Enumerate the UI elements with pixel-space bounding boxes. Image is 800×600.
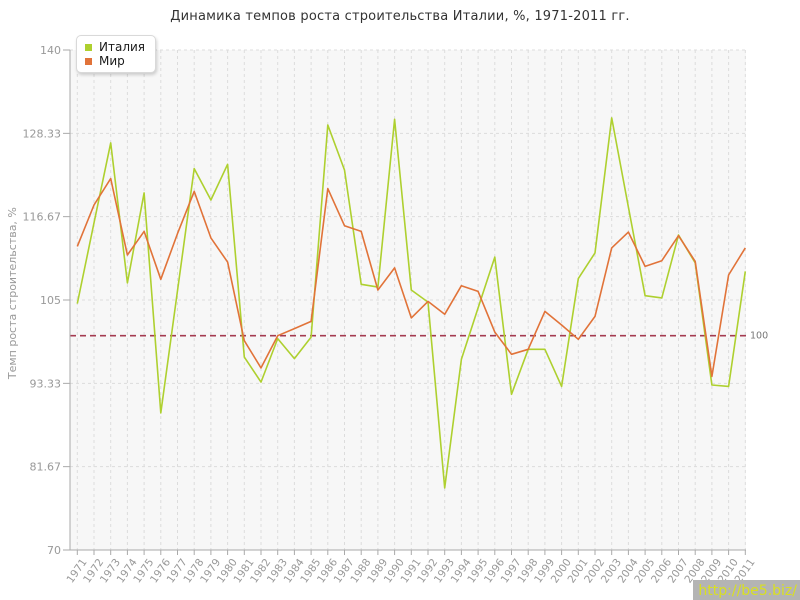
- chart-title: Динамика темпов роста строительства Итал…: [170, 9, 630, 24]
- series-line-italy: [76, 117, 747, 489]
- legend-label-italy: Италия: [99, 40, 146, 54]
- y-tick-label: 81.67: [30, 461, 62, 474]
- y-tick-label: 93.33: [30, 377, 62, 390]
- legend: Италия Мир: [76, 35, 157, 73]
- legend-item-world[interactable]: Мир: [85, 54, 145, 68]
- legend-swatch-italy: [85, 43, 92, 51]
- legend-label-world: Мир: [99, 54, 125, 68]
- legend-item-italy[interactable]: Италия: [85, 40, 145, 54]
- watermark-link[interactable]: http://be5.biz/: [698, 583, 797, 599]
- y-tick-label: 105: [40, 294, 61, 307]
- series-line-world: [76, 177, 746, 378]
- y-tick-label: 70: [47, 544, 61, 557]
- y-tick-label: 140: [40, 44, 61, 57]
- watermark: http://be5.biz/: [693, 580, 800, 600]
- reference-line-label: 100: [750, 331, 768, 342]
- legend-swatch-world: [85, 57, 92, 65]
- y-tick-label: 128.33: [23, 127, 62, 140]
- y-tick-label: 116.67: [23, 211, 62, 224]
